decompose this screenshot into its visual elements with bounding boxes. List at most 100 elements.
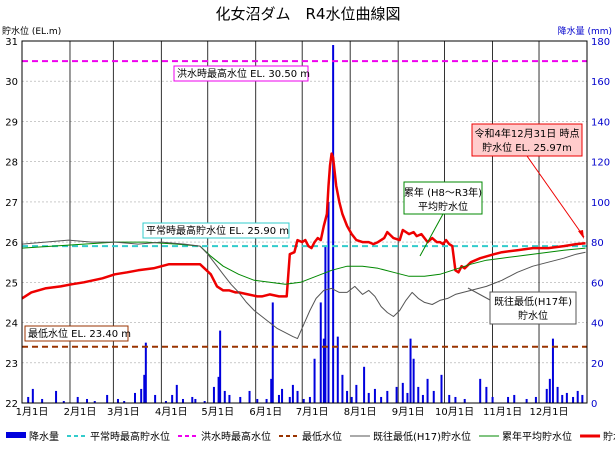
y2-tick-label: 20 [591, 359, 604, 370]
x-tick-label: 8月1日 [344, 406, 377, 418]
plot-frame [21, 40, 588, 404]
y2-tick-label: 40 [591, 319, 604, 330]
avg-label-line2: 平均貯水位 [418, 200, 468, 213]
y-tick-label: 29 [5, 117, 18, 128]
hist-leader-line [467, 287, 491, 301]
x-tick-label: 1月1日 [16, 406, 49, 418]
legend: 降水量 平常時最高貯水位 洪水時最高水位 最低水位 既往最低(H17)貯水位 累年平均貯水… [6, 430, 615, 443]
rain-bar [265, 398, 268, 403]
x-tick-label: 9月1日 [392, 406, 425, 418]
rain-bar [432, 390, 435, 403]
rain-bar [525, 398, 528, 403]
rain-bar [581, 394, 584, 403]
rain-bar [281, 388, 284, 403]
rain-bar [27, 396, 30, 403]
rain-bar [212, 386, 215, 403]
rain-bar [346, 390, 349, 403]
rain-bar [319, 302, 322, 403]
y-tick-label: 26 [5, 238, 18, 249]
rain-bar [545, 388, 548, 403]
hist-label-line2: 貯水位 [518, 309, 548, 322]
rain-bar [313, 358, 316, 403]
y-axis-label: 貯水位 (EL.m) [2, 25, 61, 37]
rain-bar [440, 374, 443, 403]
rain-bar [386, 390, 389, 403]
reference-lines [22, 60, 587, 348]
rain-bar [409, 338, 412, 403]
rain-bar [277, 394, 280, 403]
rain-bar [417, 386, 420, 403]
rain-bar [271, 302, 274, 403]
rain-bar [479, 378, 482, 403]
chart-title: 化女沼ダム R4水位曲線図 [216, 5, 401, 23]
legend-label-flood_max: 洪水時最高水位 [201, 430, 271, 443]
rain-bar [203, 400, 206, 403]
rain-bar [270, 378, 273, 403]
hist-label-line1: 既往最低(H17年) [494, 295, 572, 308]
rain-bar [55, 390, 58, 403]
y2-tick-label: 80 [591, 238, 604, 249]
current-arrowhead [578, 230, 584, 239]
rain-bar [507, 396, 510, 403]
y2-tick-label: 180 [591, 37, 610, 48]
rain-bar [426, 378, 429, 403]
y2-tick-label: 140 [591, 117, 610, 128]
annotations: 洪水時最高水位 EL. 30.50 m 平常時最高貯水位 EL. 25.90 m 最… [24, 65, 585, 342]
level-line [21, 152, 586, 300]
rain-bar [534, 396, 537, 403]
y2-tick-label: 0 [591, 399, 597, 410]
rain-bar [219, 330, 222, 403]
rain-bar [421, 394, 424, 403]
x-tick-label: 10月1日 [435, 406, 474, 418]
rain-bar [302, 398, 305, 403]
rain-bar [350, 396, 353, 403]
rain-bar [355, 384, 358, 403]
hist_low-line [21, 239, 586, 340]
rain-bar [93, 400, 96, 403]
y2-tick-label: 60 [591, 278, 604, 289]
rain-bar [134, 392, 136, 403]
x-tick-label: 6月1日 [249, 406, 282, 418]
rain-bar [140, 388, 143, 403]
rain-bar [561, 394, 564, 403]
avg-label-box [403, 181, 483, 215]
rain-bar [401, 382, 404, 403]
rain-bar [548, 378, 551, 403]
rain-bar [288, 396, 291, 403]
normal-label-box [142, 222, 290, 239]
rain-bar [448, 394, 451, 403]
current-label-line2: 貯水位 EL. 25.97m [482, 141, 572, 154]
rain-bar [76, 396, 79, 403]
rain-bar [248, 390, 251, 403]
rain-bar [373, 388, 376, 403]
rain-bar [491, 396, 494, 403]
rain-bar [395, 386, 398, 403]
y-tick-label: 23 [5, 359, 18, 370]
rain-bar [191, 396, 194, 403]
hist-label-box [489, 291, 577, 325]
legend-label-level: 貯水位 [603, 430, 615, 443]
rain-bar [296, 390, 299, 403]
rain-bar [228, 394, 231, 403]
rain-bar [324, 246, 327, 403]
grid-lines [22, 41, 587, 403]
rain-bar [181, 398, 184, 403]
x-tick-label: 11月1日 [483, 406, 522, 418]
rain-bar [31, 388, 34, 403]
legend-label-min_level: 最低水位 [302, 430, 342, 443]
rain-bar [454, 396, 457, 403]
rain-bar [116, 398, 119, 403]
y-tick-label: 24 [5, 319, 18, 330]
y-tick-label: 27 [5, 198, 18, 209]
legend-label-hist_low: 既往最低(H17)貯水位 [373, 430, 471, 443]
current-leader-line [526, 155, 585, 238]
y2-tick-label: 100 [591, 198, 610, 209]
rain-bar [513, 394, 516, 403]
rain-bar [412, 358, 415, 403]
rain-bar [572, 396, 575, 403]
rain-bar [463, 398, 466, 403]
rain-bar [217, 376, 220, 403]
rain-bar [62, 400, 65, 403]
rain-bar [171, 394, 174, 403]
